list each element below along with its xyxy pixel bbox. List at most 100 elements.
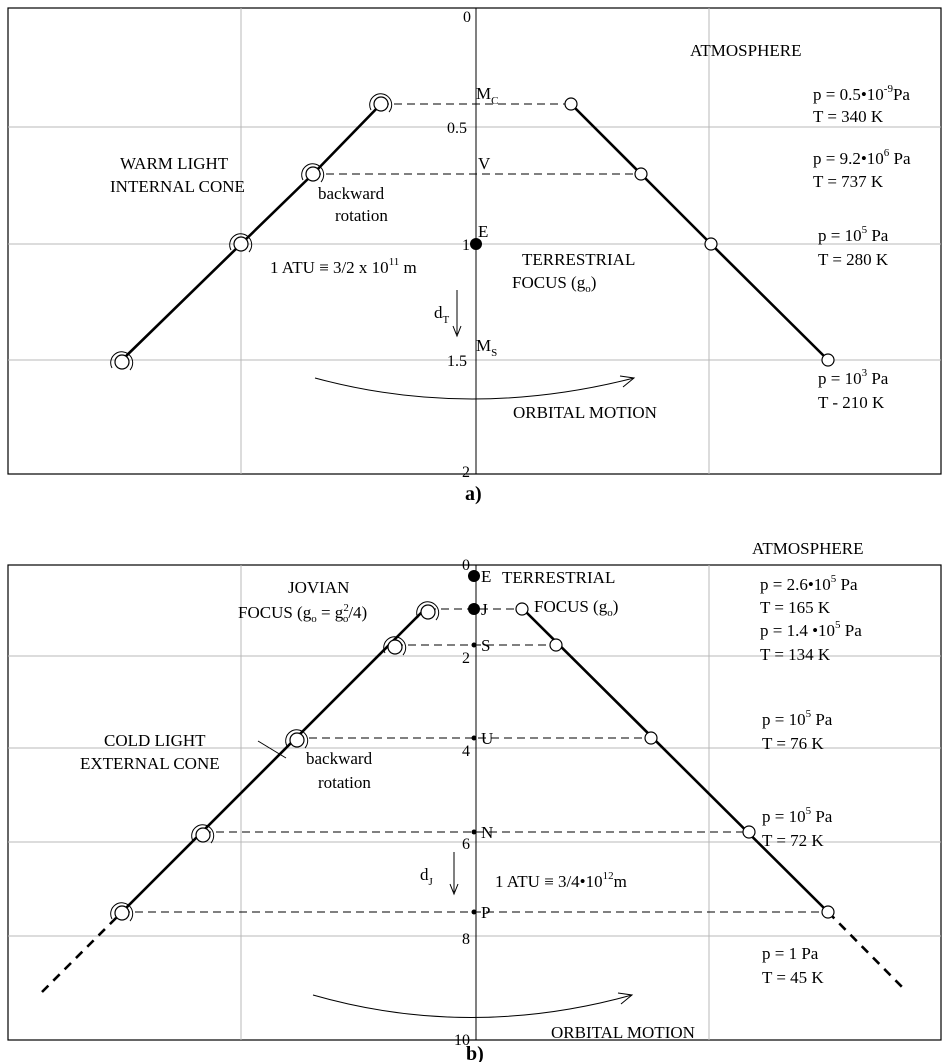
- panel-a-frame: [7, 7, 942, 475]
- jovian-label: JOVIAN: [288, 578, 349, 597]
- cone-label: INTERNAL CONE: [110, 177, 245, 196]
- label-e: E: [481, 567, 491, 586]
- temperature-label: T = 340 K: [813, 107, 884, 126]
- label-mc: MC: [476, 84, 498, 107]
- planet-circle: [634, 167, 648, 181]
- cone-label: WARM LIGHT: [120, 154, 229, 173]
- atmosphere-title: ATMOSPHERE: [752, 539, 863, 558]
- earth-dot: [468, 570, 480, 582]
- axis-dot: [471, 829, 477, 835]
- atmosphere-title: ATMOSPHERE: [690, 41, 801, 60]
- cold-cone-left-extension: [41, 911, 123, 993]
- label-j: J: [481, 600, 488, 619]
- jupiter-dot: [468, 603, 480, 615]
- planet-circle: [821, 905, 835, 919]
- label-ms: MS: [476, 336, 497, 359]
- label-e: E: [478, 222, 488, 241]
- temperature-label: T = 280 K: [818, 250, 889, 269]
- planet-circle: [369, 93, 393, 113]
- temperature-label: T = 72 K: [762, 831, 824, 850]
- caption-a: a): [465, 483, 482, 505]
- pressure-label: p = 2.6•105 Pa: [760, 573, 858, 594]
- panel-b-frame: [7, 564, 942, 1041]
- terrestrial-label: TERRESTRIAL: [522, 250, 635, 269]
- distance-label: dT: [434, 303, 450, 326]
- atu-unit: 1 ATU ≡ 3/4•1012m: [495, 870, 627, 891]
- axis-dot: [471, 909, 477, 915]
- planet-circle: [564, 97, 578, 111]
- arrow-head: [452, 325, 462, 338]
- rotation-label: rotation: [335, 206, 388, 225]
- axis-dot: [471, 735, 477, 741]
- tick-label: 10: [454, 1032, 470, 1049]
- planet-circle: [383, 636, 407, 656]
- atu-unit: 1 ATU ≡ 3/2 x 1011 m: [270, 256, 417, 277]
- rotation-label: rotation: [318, 773, 371, 792]
- planet-circle: [742, 825, 756, 839]
- cold-cone-right-line: [520, 606, 830, 914]
- planet-circle: [110, 902, 134, 922]
- axis-dot: [471, 642, 477, 648]
- tick-label: 1: [462, 237, 470, 254]
- tick-label: 8: [462, 931, 470, 948]
- planet-circle: [301, 163, 325, 183]
- earth-dot: [470, 238, 482, 250]
- temperature-label: T = 76 K: [762, 734, 824, 753]
- jovian-focus-label: FOCUS (go = g2 o/4): [238, 602, 367, 625]
- planet-circle: [285, 729, 309, 749]
- label-v: V: [478, 154, 491, 173]
- label-p: P: [481, 903, 490, 922]
- cone-label: EXTERNAL CONE: [80, 754, 220, 773]
- pressure-label: p = 105 Pa: [762, 805, 833, 826]
- arrow-head: [617, 992, 634, 1005]
- arrow-head: [619, 375, 636, 388]
- pressure-label: p = 105 Pa: [818, 224, 889, 245]
- tick-label: 6: [462, 836, 470, 853]
- terrestrial-label: TERRESTRIAL: [502, 568, 615, 587]
- focus-label: FOCUS (go): [512, 273, 596, 295]
- distance-label: dJ: [420, 865, 434, 888]
- panel-a: 0 0.5 1 1.5 2: [7, 7, 942, 505]
- pressure-label: p = 0.5•10-9Pa: [813, 83, 910, 104]
- temperature-label: T = 45 K: [762, 968, 824, 987]
- panel-b: 0 2 4 6 8 10: [7, 539, 942, 1062]
- cold-cone-left-line: [120, 604, 430, 914]
- planet-circle: [229, 233, 253, 253]
- temperature-label: T = 134 K: [760, 645, 831, 664]
- tick-label: 0: [462, 557, 470, 574]
- tick-label: 0.5: [447, 120, 467, 137]
- warm-cone-left-line: [120, 102, 383, 362]
- tick-label: 2: [462, 650, 470, 667]
- temperature-label: T = 165 K: [760, 598, 831, 617]
- backward-label: backward: [318, 184, 385, 203]
- label-n: N: [481, 823, 493, 842]
- planet-circle: [704, 237, 718, 251]
- pressure-label: p = 9.2•106 Pa: [813, 147, 911, 168]
- planet-circle: [515, 602, 529, 616]
- temperature-label: T - 210 K: [818, 393, 885, 412]
- pressure-label: p = 103 Pa: [818, 367, 889, 388]
- cold-cone-right-extension: [827, 911, 906, 991]
- orbital-label: ORBITAL MOTION: [513, 403, 657, 422]
- planet-circle: [821, 353, 835, 367]
- arrow-head: [449, 883, 459, 896]
- pressure-label: p = 1 Pa: [762, 944, 819, 963]
- caption-b: b): [466, 1043, 484, 1062]
- planet-circle: [644, 731, 658, 745]
- planet-circle: [110, 351, 134, 371]
- pressure-label: p = 105 Pa: [762, 708, 833, 729]
- tick-label: 4: [462, 743, 470, 760]
- tick-label: 0: [463, 9, 471, 26]
- orbital-arrow: [314, 377, 635, 400]
- warm-cone-right-line: [569, 102, 830, 362]
- focus-label: FOCUS (go): [534, 597, 618, 619]
- orbital-arrow: [312, 994, 633, 1018]
- label-u: U: [481, 729, 493, 748]
- orbital-label: ORBITAL MOTION: [551, 1023, 695, 1042]
- planet-circle: [191, 824, 215, 844]
- backward-label: backward: [306, 749, 373, 768]
- planet-circle: [416, 601, 440, 621]
- tick-label: 2: [462, 464, 470, 481]
- label-s: S: [481, 636, 490, 655]
